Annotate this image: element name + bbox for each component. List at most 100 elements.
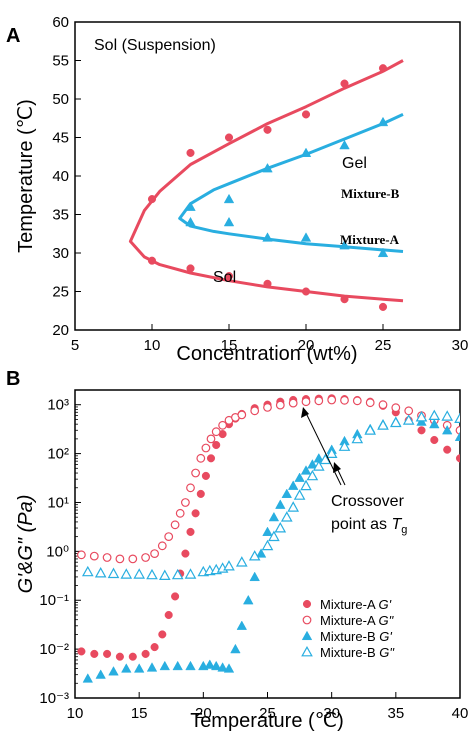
legend-series-name: Mixture-A	[320, 613, 379, 628]
data-point-b-gp	[133, 663, 145, 673]
legend-series-name: Mixture-A	[320, 597, 379, 612]
data-point-b-gp	[429, 418, 440, 429]
x-tick-label: 20	[298, 337, 315, 354]
data-point-b-gpp	[133, 568, 146, 579]
data-point-a-gpp	[378, 400, 388, 410]
data-point-a-gp	[164, 610, 173, 620]
data-point-b-gp	[300, 465, 312, 475]
data-point-mixture-b	[185, 201, 196, 211]
data-point-mixture-b	[339, 239, 350, 250]
data-point-mixture-a	[186, 148, 195, 157]
panel-a-points	[147, 64, 389, 311]
data-point-b-gpp	[428, 409, 441, 420]
data-point-b-gp	[236, 620, 248, 630]
legend-modulus: G'	[379, 629, 392, 644]
data-point-b-gp	[462, 438, 472, 447]
panel-a-y-axis-title: Temperature (℃)	[15, 99, 37, 253]
data-point-a-gpp	[170, 520, 180, 530]
x-tick-label: 15	[221, 337, 238, 354]
data-point-b-gpp	[377, 419, 389, 430]
data-point-b-gp	[249, 571, 260, 582]
data-point-b-gpp	[351, 432, 364, 444]
data-point-b-gpp	[441, 410, 454, 421]
data-point-b-gpp	[223, 560, 235, 571]
data-point-mixture-b	[339, 139, 350, 150]
x-tick-label: 5	[71, 337, 79, 354]
data-point-mixture-b	[223, 193, 235, 204]
data-point-a-gpp	[455, 425, 460, 435]
series-label-mixture-b: Mixture-B	[341, 186, 400, 201]
x-tick-label: 35	[387, 705, 404, 722]
data-point-b-gpp	[402, 414, 415, 425]
data-point-a-gp	[103, 649, 112, 658]
x-tick-label: 25	[259, 705, 276, 722]
data-point-b-gpp	[364, 424, 377, 435]
data-point-b-gp	[223, 663, 235, 673]
data-point-b-gp	[108, 666, 119, 676]
panel-a-label: A	[6, 25, 20, 47]
y-tick-label: 10¹	[47, 494, 69, 511]
data-point-a-gpp	[365, 398, 375, 408]
arrow-head-1	[301, 407, 309, 418]
data-point-a-gp	[191, 509, 200, 518]
data-point-a-gpp	[314, 396, 324, 406]
legend-marker	[301, 645, 313, 657]
data-point-a-gpp	[206, 434, 216, 444]
data-point-a-gpp	[76, 550, 86, 560]
y-tick-label: 25	[52, 284, 69, 301]
data-point-b-gp	[281, 488, 293, 498]
data-point-b-gpp	[454, 412, 460, 423]
data-point-a-gp	[141, 649, 150, 658]
data-point-a-gpp	[115, 554, 125, 564]
data-point-b-gpp	[293, 489, 306, 500]
data-point-mixture-b	[185, 216, 196, 227]
legend-modulus: G"	[379, 613, 395, 628]
panel-a-x-axis-title: Concentration (wt%)	[176, 343, 357, 365]
data-point-b-gpp	[319, 453, 332, 465]
y-tick-label: 10⁻²	[39, 641, 69, 658]
legend-label: Mixture-B G'	[320, 629, 392, 644]
data-point-a-gpp	[250, 406, 260, 416]
data-point-a-gpp	[211, 427, 221, 437]
y-tick-label: 35	[52, 207, 69, 224]
data-point-a-gpp	[191, 468, 201, 478]
crossover-annotation-subscript: g	[401, 524, 407, 536]
data-point-b-gp	[210, 660, 222, 671]
data-point-a-gpp	[288, 398, 298, 408]
data-point-a-gp	[158, 630, 167, 639]
x-tick-label: 20	[195, 705, 212, 722]
panel-b-x-axis-title: Temperature (℃)	[190, 710, 344, 732]
x-tick-label: 30	[323, 705, 340, 722]
data-point-b-gpp	[338, 440, 351, 451]
series-label-mixture-a: Mixture-A	[340, 232, 400, 247]
data-point-mixture-a	[263, 279, 272, 288]
data-point-a-gpp	[327, 395, 337, 405]
data-point-a-gpp	[186, 483, 195, 493]
data-point-b-gp	[217, 662, 228, 672]
data-point-b-gpp	[248, 550, 261, 561]
y-tick-label: 50	[52, 91, 69, 108]
data-point-b-gpp	[462, 417, 472, 426]
data-point-b-gpp	[107, 567, 120, 579]
data-point-a-gpp	[301, 397, 311, 407]
region-label-sol: Sol	[213, 269, 236, 286]
data-point-b-gp	[454, 431, 460, 441]
data-point-mixture-b	[377, 247, 389, 258]
data-point-b-gp	[242, 594, 254, 605]
data-point-mixture-b	[223, 216, 235, 227]
panel-b-legend: Mixture-A G'Mixture-A G"Mixture-B G'Mixt…	[301, 597, 395, 660]
data-point-b-gp	[82, 673, 94, 683]
data-point-b-gp	[146, 662, 158, 672]
data-point-mixture-a	[224, 133, 234, 142]
y-tick-label: 60	[52, 14, 69, 31]
data-point-a-gpp	[352, 396, 362, 406]
data-point-a-gpp	[463, 430, 471, 438]
data-point-b-gpp	[312, 460, 325, 471]
data-point-b-gpp	[415, 410, 428, 422]
crossover-annotation-symbol: T	[391, 516, 402, 533]
data-point-a-gpp	[102, 553, 112, 562]
panel-b-label: B	[6, 368, 20, 390]
data-point-b-gpp	[280, 511, 293, 522]
data-point-a-gpp	[404, 406, 414, 416]
